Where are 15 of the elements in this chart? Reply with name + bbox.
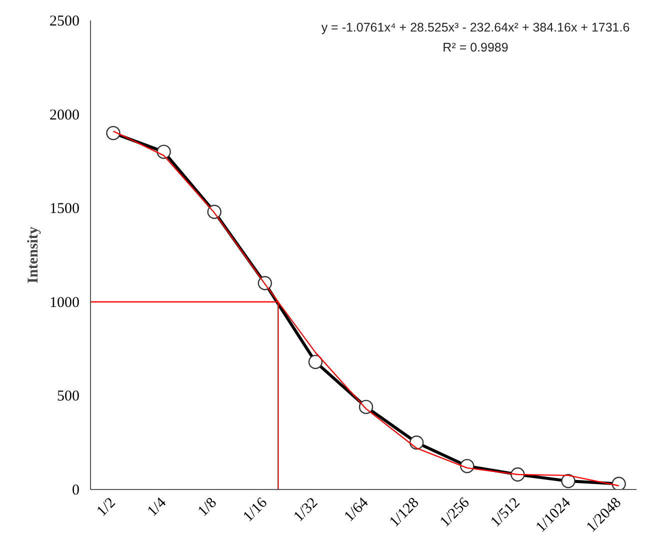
y-axis-title: Intensity — [26, 226, 42, 284]
x-tick-label: 1/2 — [94, 494, 119, 520]
annotation: R² = 0.9989 — [442, 40, 508, 54]
x-tick-label: 1/4 — [144, 494, 170, 520]
x-tick-label: 1/32 — [290, 494, 322, 526]
y-tick-label: 1000 — [50, 294, 80, 311]
y-tick-label: 0 — [72, 482, 80, 498]
x-tick-label: 1/8 — [195, 494, 220, 520]
y-tick-label: 1500 — [50, 201, 80, 218]
y-tick-label: 500 — [57, 388, 80, 405]
annotation: y = -1.0761x⁴ + 28.525x³ - 232.64x² + 384.16x + 1731.6 — [321, 20, 630, 34]
y-tick-label: 2000 — [50, 107, 80, 124]
x-tick-label: 1/16 — [240, 494, 271, 526]
y-tick-label: 2500 — [50, 14, 80, 30]
x-tick-label: 1/64 — [342, 494, 372, 526]
